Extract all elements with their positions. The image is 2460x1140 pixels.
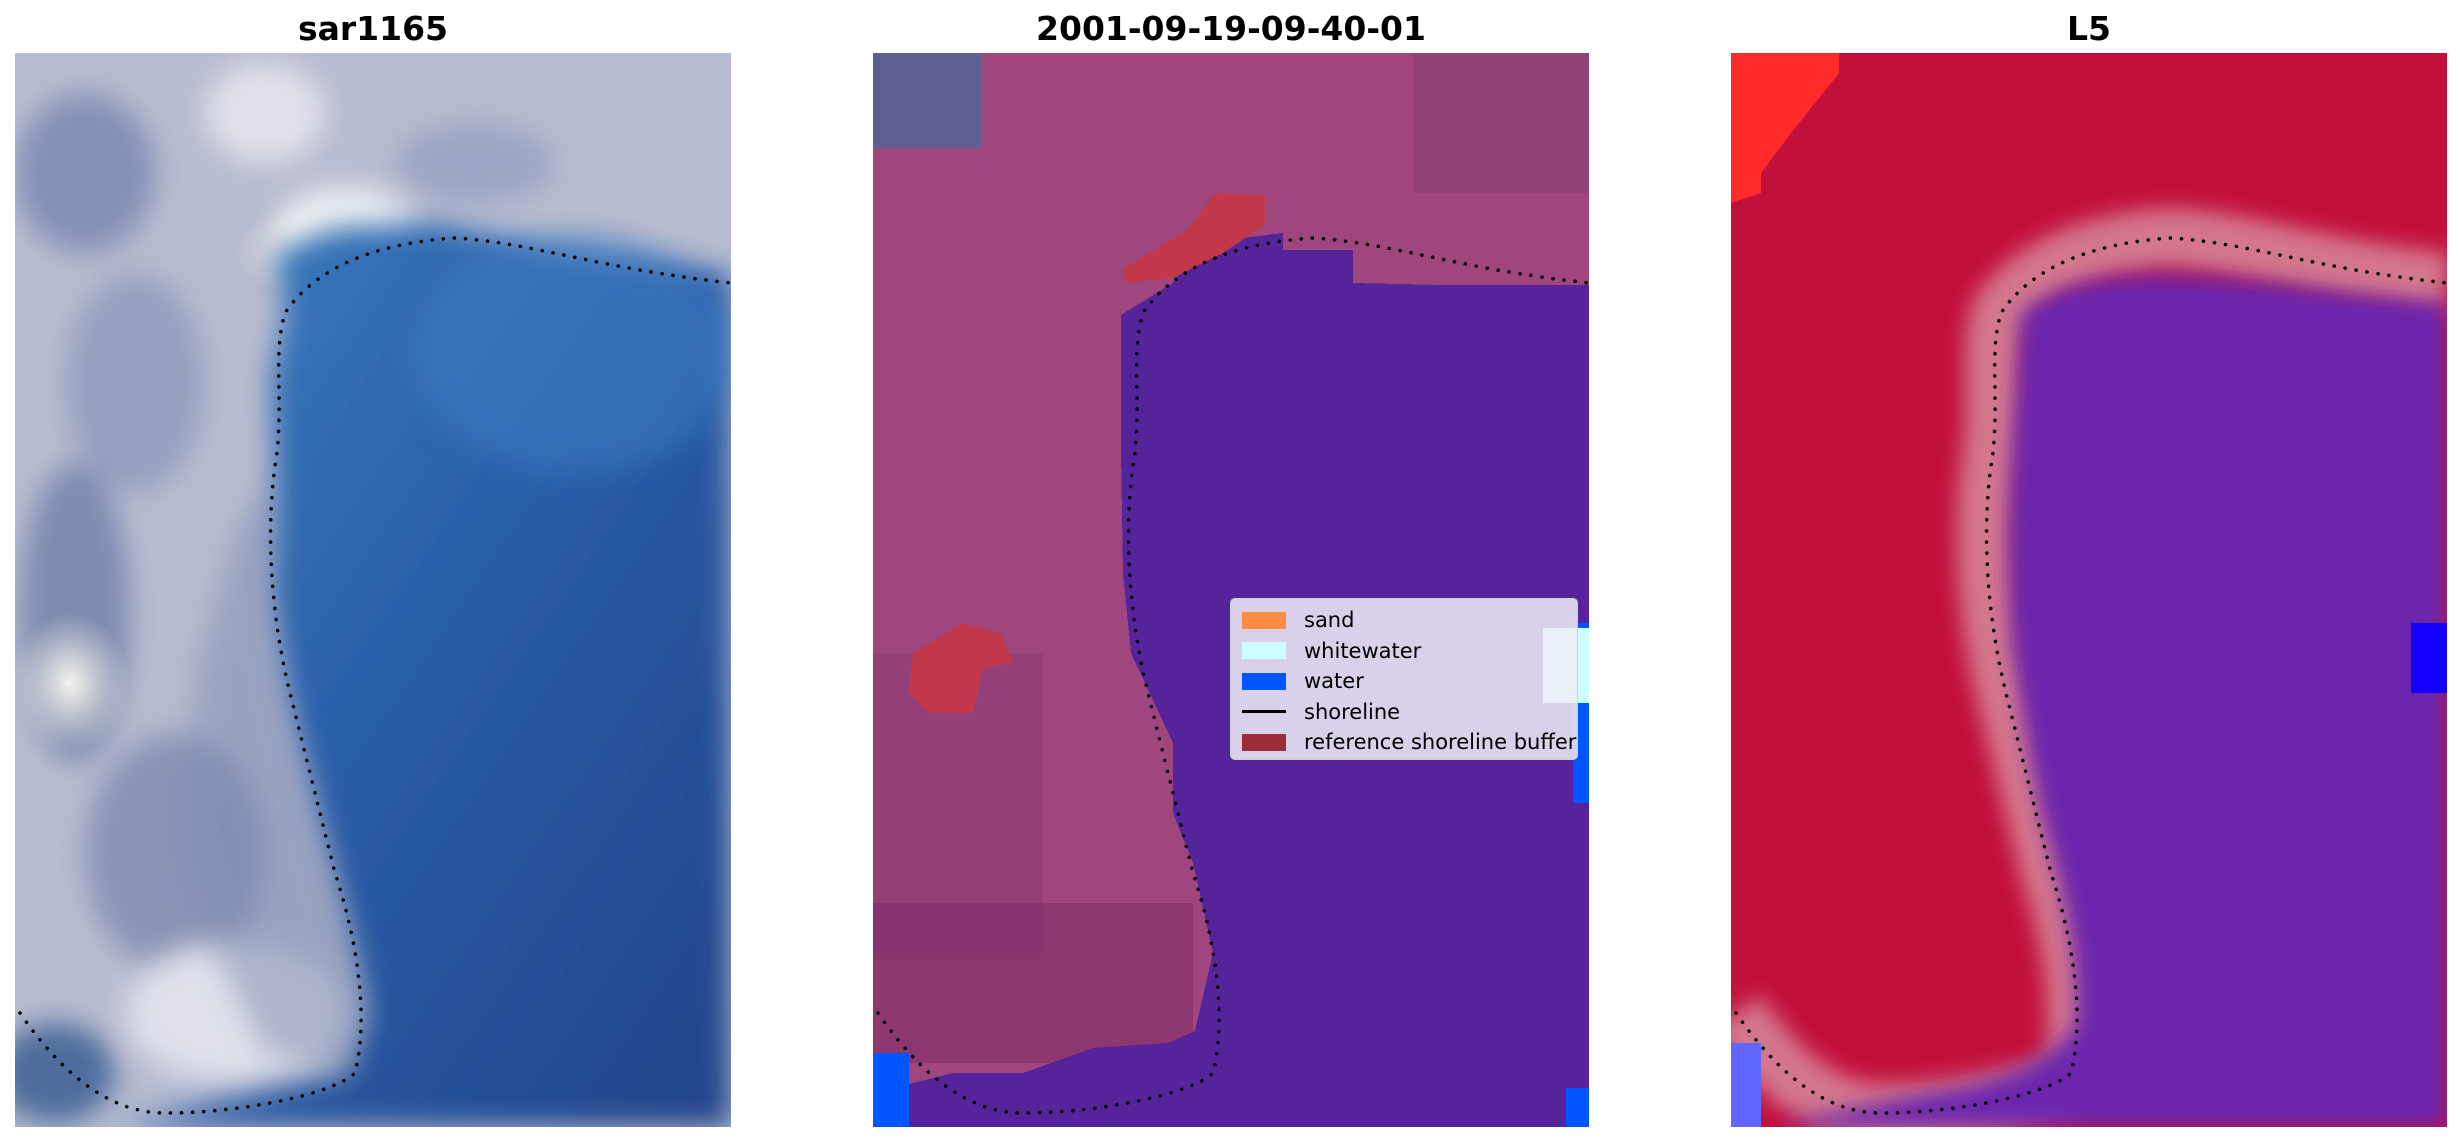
classification-image-svg <box>873 53 1589 1127</box>
panel-l5: L5 <box>1731 0 2447 1140</box>
legend-item-sand: sand <box>1239 605 1577 636</box>
panel-rgb: sar1165 <box>15 0 731 1140</box>
panel-title-l5: L5 <box>2067 9 2111 48</box>
l5-water <box>1771 274 2447 1127</box>
class-buffer <box>909 623 1013 713</box>
legend-label-sand: sand <box>1304 608 1355 633</box>
legend-item-reference-buffer: reference shoreline buffer <box>1239 727 1577 758</box>
panel-title-rgb: sar1165 <box>297 9 449 48</box>
legend-swatch-shoreline <box>1242 710 1286 714</box>
l5-blue-patch <box>2411 623 2447 693</box>
legend-swatch-reference-buffer <box>1242 733 1286 751</box>
l5-image <box>1731 53 2447 1127</box>
class-buffer <box>1123 193 1265 283</box>
rgb-image <box>15 53 731 1127</box>
classification-image <box>873 53 1589 1127</box>
l5-blue-patch <box>1731 1043 1761 1127</box>
legend-item-shoreline: shoreline <box>1239 697 1577 728</box>
rgb-water-light <box>415 233 731 473</box>
rgb-bright-patch <box>15 613 130 753</box>
legend-label-water: water <box>1304 669 1364 694</box>
l5-image-svg <box>1731 53 2447 1127</box>
class-water-blue <box>1566 1088 1589 1127</box>
l5-bright-red <box>1731 53 1839 203</box>
rgb-image-svg <box>15 53 731 1127</box>
panel-title-classification: 2001-09-19-09-40-01 <box>1036 9 1426 48</box>
legend-item-water: water <box>1239 666 1577 697</box>
legend-swatch-whitewater <box>1242 642 1286 660</box>
class-water-blue <box>873 1053 909 1127</box>
class-land-shade <box>873 903 1193 1063</box>
legend: sand whitewater water shoreline referenc… <box>1230 598 1578 760</box>
legend-swatch-water <box>1242 672 1286 690</box>
legend-swatch-sand <box>1242 611 1286 629</box>
legend-label-reference-buffer: reference shoreline buffer <box>1304 730 1577 755</box>
class-land-shade <box>1413 53 1589 193</box>
legend-label-whitewater: whitewater <box>1304 638 1422 663</box>
panel-classification: 2001-09-19-09-40-01 <box>873 0 1589 1140</box>
rgb-shore-band <box>185 473 365 1073</box>
legend-label-shoreline: shoreline <box>1304 699 1401 724</box>
legend-item-whitewater: whitewater <box>1239 636 1577 667</box>
class-corner <box>873 53 981 148</box>
